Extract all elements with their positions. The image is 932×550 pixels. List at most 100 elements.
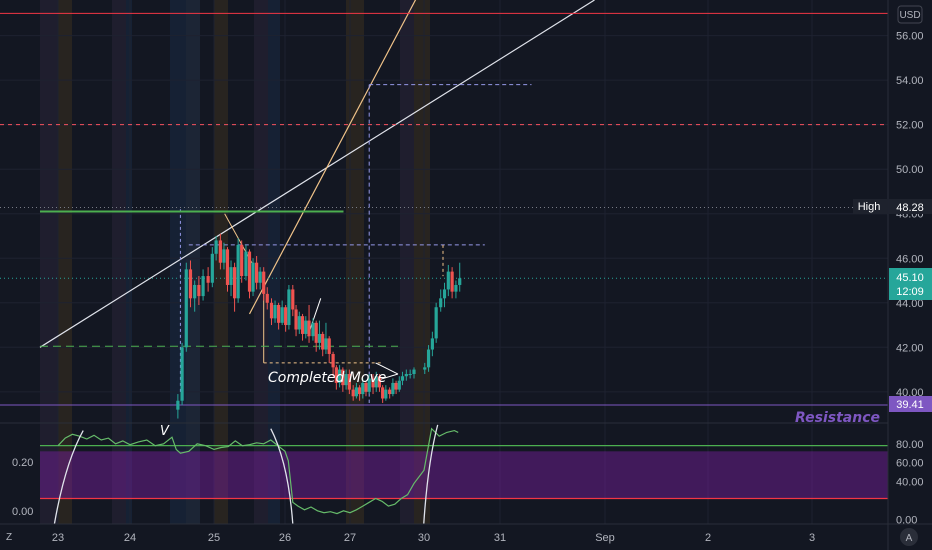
time-tick-label: 23 bbox=[52, 532, 64, 544]
time-tick-label: 24 bbox=[124, 532, 136, 544]
time-tick-label: Sep bbox=[595, 532, 615, 544]
candle-body bbox=[404, 374, 408, 377]
candle-body bbox=[236, 244, 240, 299]
candle-body bbox=[307, 320, 311, 337]
trend-line-orange[interactable] bbox=[248, 0, 423, 315]
resistance-tag: 39.41 Resistance bbox=[795, 396, 932, 426]
grid-lines bbox=[0, 0, 888, 524]
price-tick-label: 40.00 bbox=[896, 387, 924, 399]
candle-body bbox=[193, 284, 197, 299]
candle-body bbox=[458, 278, 462, 285]
candle-body bbox=[297, 316, 301, 330]
candle-body bbox=[397, 380, 401, 390]
candle-body bbox=[300, 316, 305, 334]
candle-body bbox=[201, 276, 205, 297]
trend-line-white[interactable] bbox=[39, 0, 595, 348]
horizontal-lines[interactable] bbox=[0, 12, 888, 406]
candle-body bbox=[176, 400, 180, 410]
candle-body bbox=[439, 298, 443, 308]
candle-body bbox=[229, 267, 233, 285]
price-tick-label: 46.00 bbox=[896, 253, 924, 265]
v-mark-label[interactable]: V bbox=[160, 424, 170, 439]
candle-body bbox=[341, 369, 345, 386]
candle-body bbox=[354, 387, 358, 397]
candle-body bbox=[244, 251, 248, 277]
candle-body bbox=[311, 322, 315, 337]
time-tick-label: 26 bbox=[279, 532, 291, 544]
currency-label: USD bbox=[899, 10, 920, 21]
candle-body bbox=[442, 289, 447, 299]
oscillator-tick-label: 60.00 bbox=[896, 458, 924, 470]
time-tick-label: 30 bbox=[418, 532, 430, 544]
session-band bbox=[254, 0, 268, 524]
price-tick-label: 42.00 bbox=[896, 342, 924, 354]
candle-body bbox=[347, 374, 351, 390]
currency-button[interactable]: USD bbox=[897, 5, 923, 24]
candle-body bbox=[188, 269, 193, 299]
candle-body bbox=[247, 251, 252, 292]
candle-body bbox=[388, 389, 392, 395]
candle-body bbox=[321, 333, 325, 350]
oscillator-tick-label: 80.00 bbox=[896, 439, 924, 451]
candle-body bbox=[423, 367, 427, 370]
auto-button-label: A bbox=[906, 533, 913, 544]
price-tick-label: 44.00 bbox=[896, 298, 924, 310]
candle-body bbox=[240, 244, 244, 277]
oscillator-sweep-3 bbox=[423, 424, 439, 525]
candle-body bbox=[384, 389, 388, 399]
session-band bbox=[414, 0, 430, 524]
candle-body bbox=[232, 267, 237, 299]
session-bands bbox=[40, 0, 430, 524]
candle-body bbox=[412, 369, 416, 375]
oscillator-sweep-2 bbox=[270, 428, 294, 525]
drawing-tools[interactable] bbox=[39, 0, 595, 403]
candle-body bbox=[262, 271, 266, 294]
price-tick-label: 54.00 bbox=[896, 75, 924, 87]
candle-body bbox=[180, 347, 184, 401]
session-band bbox=[186, 0, 200, 524]
candle-body bbox=[450, 271, 454, 292]
oscillator-left-tick: 0.20 bbox=[12, 457, 33, 469]
high-marker-value: 48.28 bbox=[896, 202, 924, 214]
candle-body bbox=[446, 271, 450, 290]
candle-body bbox=[334, 367, 338, 383]
candle-body bbox=[367, 378, 371, 392]
oscillator-tick-label: 40.00 bbox=[896, 477, 924, 489]
candle-body bbox=[338, 369, 342, 383]
candle-body bbox=[197, 284, 201, 297]
candle-body bbox=[331, 353, 335, 368]
time-tick-label: 25 bbox=[208, 532, 220, 544]
left-button-label: Z bbox=[6, 532, 12, 543]
session-band bbox=[112, 0, 126, 524]
resistance-value: 39.41 bbox=[896, 399, 924, 411]
oscillator-line bbox=[57, 427, 459, 515]
auto-scale-button[interactable]: A bbox=[900, 528, 918, 546]
oscillator-left-tick: 0.00 bbox=[12, 506, 33, 518]
candle-body bbox=[258, 271, 262, 283]
auto-scale-left-button[interactable]: Z bbox=[6, 532, 12, 543]
completed-move-arrow-a[interactable] bbox=[375, 362, 399, 375]
completed-move-label[interactable]: Completed Move bbox=[268, 370, 386, 386]
candle-body bbox=[284, 307, 288, 326]
candle-body bbox=[434, 307, 438, 339]
price-tick-label: 52.00 bbox=[896, 120, 924, 132]
candle-body bbox=[400, 376, 405, 381]
candle-body bbox=[225, 249, 230, 285]
candle-body bbox=[304, 320, 308, 334]
price-tick-label: 56.00 bbox=[896, 31, 924, 43]
axes: 40.0042.0044.0046.0048.0050.0052.0054.00… bbox=[12, 31, 924, 544]
last-price-value: 45.10 bbox=[896, 272, 924, 284]
session-band bbox=[268, 0, 280, 524]
candle-body bbox=[294, 309, 298, 330]
high-marker: High 48.28 bbox=[853, 199, 932, 214]
candle-body bbox=[364, 382, 368, 392]
candle-body bbox=[184, 269, 188, 348]
session-band bbox=[126, 0, 132, 524]
candle-body bbox=[218, 240, 222, 263]
candle-body bbox=[327, 338, 331, 354]
oscillator-tick-label: 0.00 bbox=[896, 514, 917, 526]
candlestick-series bbox=[176, 233, 462, 419]
candle-body bbox=[361, 382, 365, 395]
time-tick-label: 2 bbox=[705, 532, 711, 544]
